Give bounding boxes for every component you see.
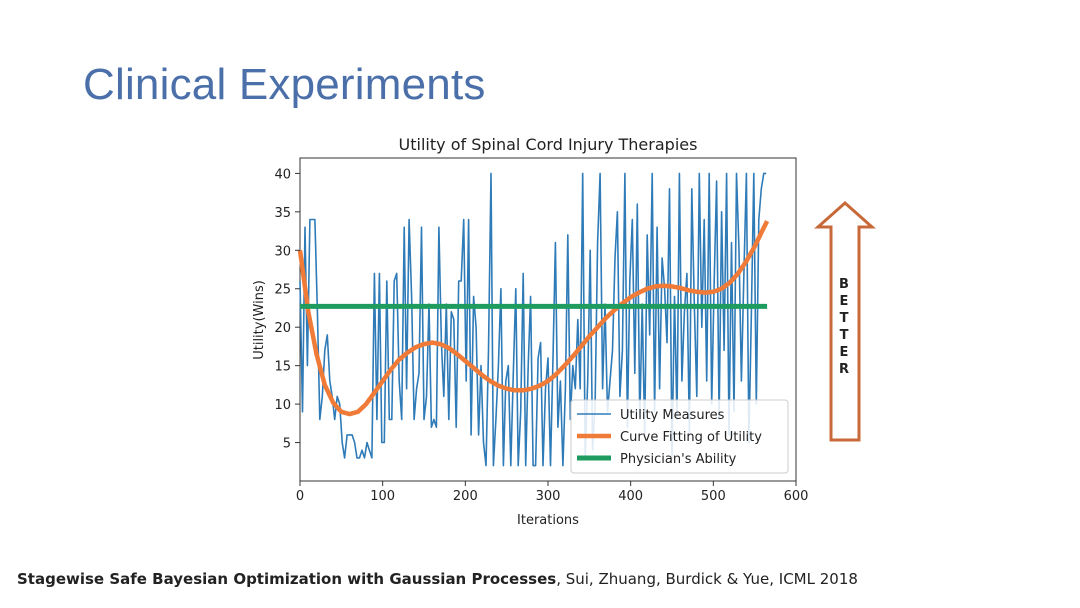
x-tick-label: 400: [618, 489, 643, 504]
series-line-2: [297, 220, 770, 417]
x-tick-label: 300: [536, 489, 561, 504]
y-tick-label: 35: [274, 206, 291, 221]
legend-label: Curve Fitting of Utility: [620, 430, 762, 445]
x-axis-label: Iterations: [517, 513, 579, 528]
slide-title: Clinical Experiments: [83, 60, 486, 109]
better-letter: E: [839, 294, 849, 309]
legend-label: Physician's Ability: [620, 452, 737, 467]
citation-paper-title: Stagewise Safe Bayesian Optimization wit…: [17, 570, 557, 588]
x-tick-label: 600: [784, 489, 809, 504]
series-line-1: [299, 172, 767, 467]
y-tick-label: 40: [274, 167, 291, 182]
y-tick-label: 5: [283, 437, 291, 452]
y-axis-label: Utility(Wins): [252, 280, 267, 360]
y-tick-label: 10: [274, 398, 291, 413]
legend-box: [570, 399, 789, 474]
y-tick-label: 20: [274, 321, 291, 336]
better-letter: R: [838, 362, 849, 377]
better-letter: B: [839, 277, 849, 292]
citation-authors: , Sui, Zhuang, Burdick & Yue, ICML 2018: [556, 570, 858, 588]
x-tick-label: 200: [453, 489, 478, 504]
y-tick-label: 25: [274, 283, 291, 298]
better-letter: E: [839, 345, 849, 360]
plot-area: 0 100 200 300 400 500 600 5 10 15 20 25 30 35 40: [274, 157, 809, 504]
legend-label: Utility Measures: [620, 408, 725, 423]
better-letter: T: [839, 311, 849, 326]
x-tick-label: 0: [296, 489, 304, 504]
chart-title: Utility of Spinal Cord Injury Therapies: [399, 135, 698, 154]
x-tick-label: 100: [370, 489, 395, 504]
better-letter: T: [839, 328, 849, 343]
x-tick-label: 500: [701, 489, 726, 504]
chart-legend: Utility Measures Curve Fitting of Utility…: [570, 399, 789, 474]
y-tick-label: 15: [274, 360, 291, 375]
better-arrow-icon: [814, 200, 876, 442]
citation: Stagewise Safe Bayesian Optimization wit…: [17, 570, 858, 588]
y-tick-label: 30: [274, 244, 291, 259]
